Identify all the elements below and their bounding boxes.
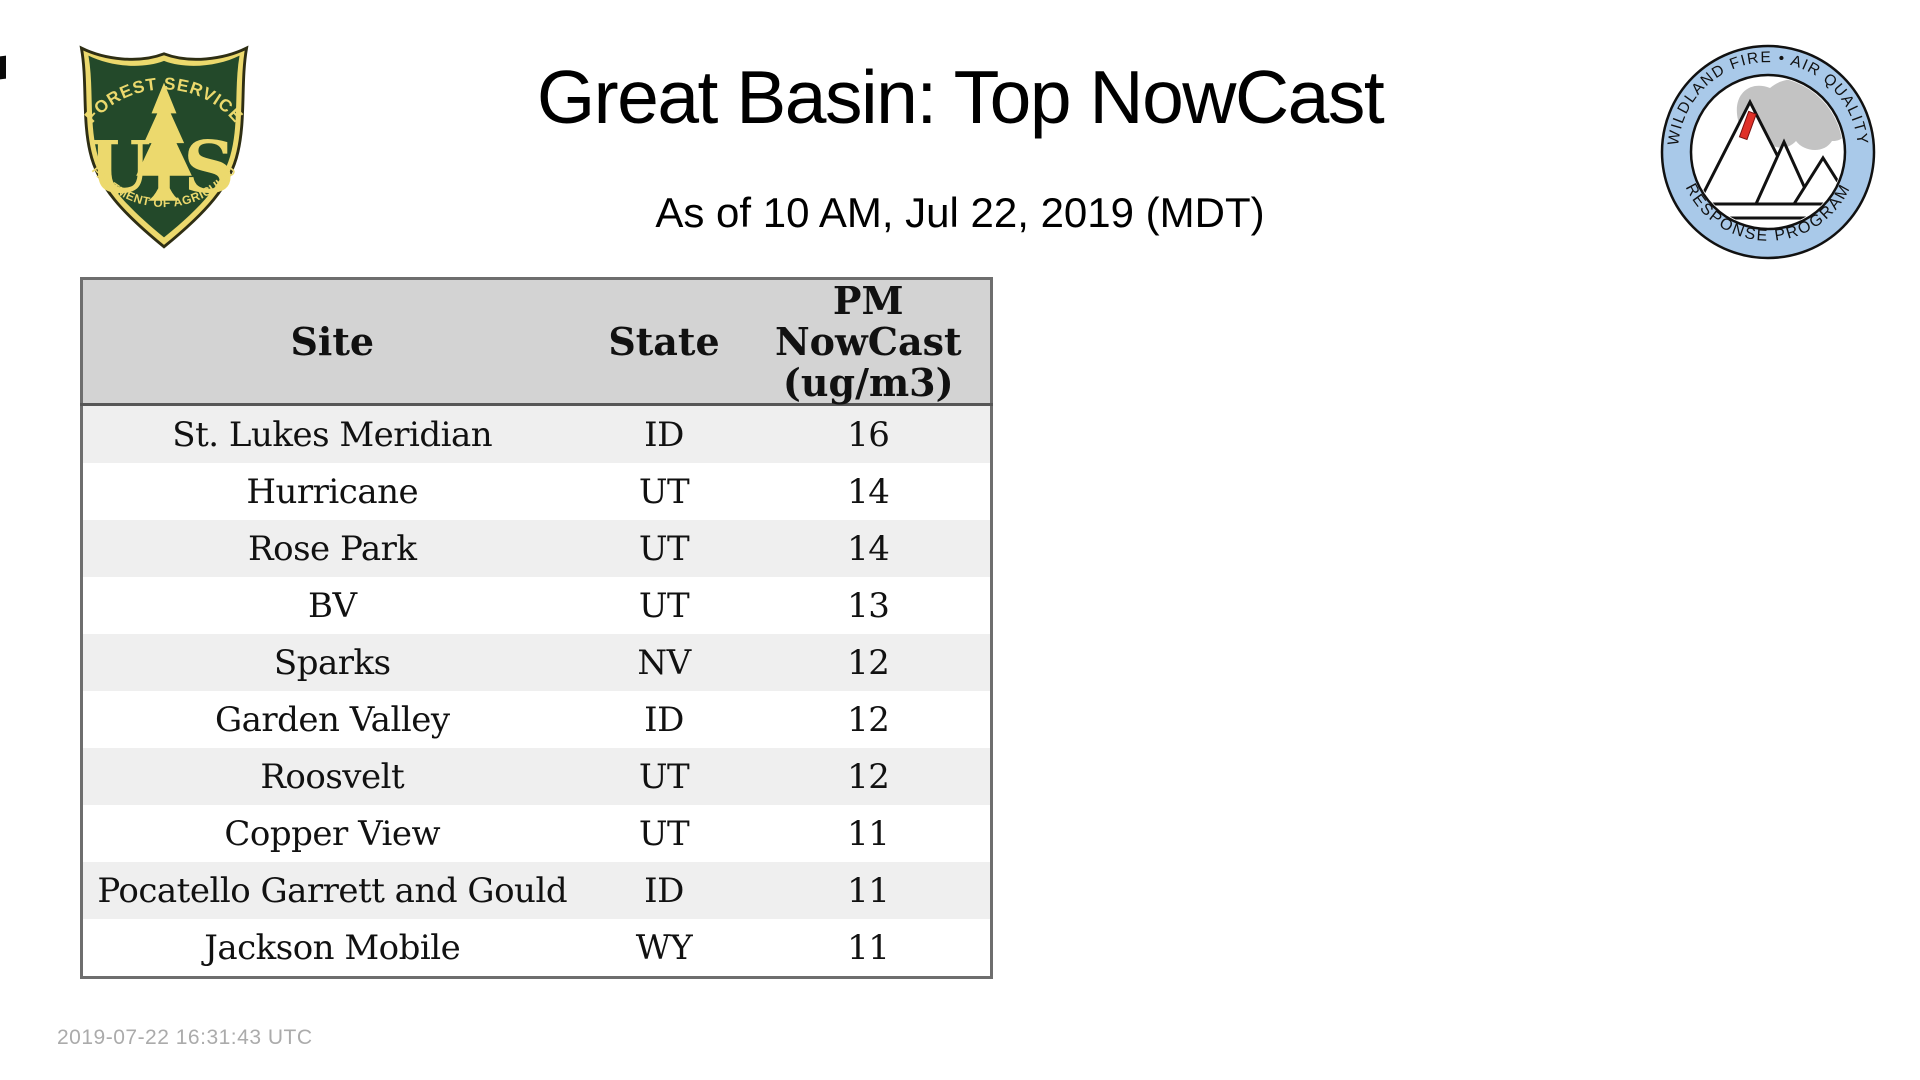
- usfs-logo-icon: FOREST SERVICE U S DEPARTMENT OF AGRICUL…: [63, 24, 260, 259]
- state-cell: UT: [638, 585, 690, 626]
- wfaqrp-logo-icon: WILDLAND FIRE • AIR QUALITY RESPONSE PRO…: [1658, 42, 1878, 262]
- table-row: Pocatello Garrett and Gould ID 11: [81, 862, 992, 920]
- column-header-site: Site: [81, 278, 582, 407]
- state-cell: UT: [638, 528, 690, 569]
- footer-timestamp: 2019-07-22 16:31:43 UTC: [57, 1026, 313, 1049]
- state-cell: ID: [644, 414, 684, 455]
- table-row: Hurricane UT 14: [81, 463, 992, 521]
- pm-header-line-2: NowCast: [774, 319, 962, 365]
- usfs-tree-icon: [136, 82, 192, 201]
- usfs-shield-svg: FOREST SERVICE U S DEPARTMENT OF AGRICUL…: [63, 24, 249, 249]
- value-cell: 12: [847, 756, 890, 797]
- site-cell: Roosvelt: [260, 756, 405, 797]
- value-cell: 14: [847, 528, 890, 569]
- table-row: Garden Valley ID 12: [81, 691, 992, 749]
- value-cell: 13: [847, 585, 890, 626]
- table-header-row: Site State PM NowCast (ug/m3): [81, 278, 992, 407]
- site-cell: St. Lukes Meridian: [172, 414, 493, 455]
- state-cell: UT: [638, 813, 690, 854]
- state-cell: ID: [644, 699, 684, 740]
- table-row: St. Lukes Meridian ID 16: [81, 404, 992, 464]
- site-cell: Jackson Mobile: [204, 927, 461, 968]
- site-cell: Rose Park: [248, 528, 417, 569]
- flame-icon: [1738, 110, 1757, 141]
- state-cell: WY: [635, 927, 693, 968]
- pm-header-line-1: PM: [832, 278, 904, 323]
- state-cell: NV: [637, 642, 691, 683]
- value-cell: 12: [847, 642, 890, 683]
- wfaqrp-badge-svg: WILDLAND FIRE • AIR QUALITY RESPONSE PRO…: [1660, 44, 1876, 260]
- site-cell: Pocatello Garrett and Gould: [97, 870, 568, 911]
- table-row: Sparks NV 12: [81, 634, 992, 692]
- state-cell: ID: [644, 870, 684, 911]
- value-cell: 11: [847, 870, 890, 911]
- value-cell: 11: [847, 927, 890, 968]
- value-cell: 12: [847, 699, 890, 740]
- state-cell: UT: [638, 471, 690, 512]
- value-cell: 14: [847, 471, 890, 512]
- site-cell: Copper View: [224, 813, 441, 854]
- table-row: Jackson Mobile WY 11: [81, 919, 992, 978]
- table-row: Copper View UT 11: [81, 805, 992, 863]
- column-header-state: State: [581, 278, 747, 407]
- nowcast-table-container: Site State PM NowCast (ug/m3) St. Lukes …: [80, 277, 993, 980]
- column-header-pm: PM NowCast (ug/m3): [746, 278, 992, 407]
- value-cell: 11: [847, 813, 890, 854]
- page-subtitle: As of 10 AM, Jul 22, 2019 (MDT): [655, 189, 1265, 236]
- page-title: Great Basin: Top NowCast: [536, 55, 1385, 139]
- site-cell: Sparks: [273, 642, 391, 683]
- site-cell: BV: [307, 585, 357, 626]
- table-row: Roosvelt UT 12: [81, 748, 992, 806]
- pm-header-line-3: (ug/m3): [782, 360, 954, 406]
- site-cell: Garden Valley: [214, 699, 450, 740]
- state-cell: UT: [638, 756, 690, 797]
- table-row: Rose Park UT 14: [81, 520, 992, 578]
- value-cell: 16: [847, 414, 890, 455]
- table-row: BV UT 13: [81, 577, 992, 635]
- site-cell: Hurricane: [246, 471, 419, 512]
- nowcast-table: Site State PM NowCast (ug/m3) St. Lukes …: [80, 277, 993, 980]
- usfs-monogram-s: S: [183, 125, 234, 209]
